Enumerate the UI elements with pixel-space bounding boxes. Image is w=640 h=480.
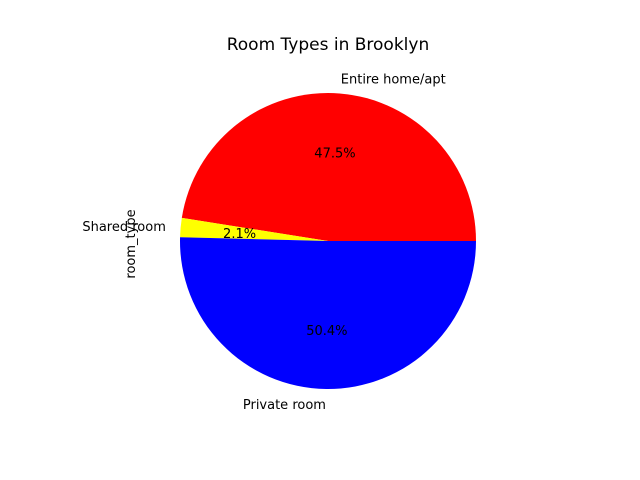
pie-slice-entire-home-apt (181, 92, 476, 242)
pct-label-shared-room: 2.1% (223, 227, 256, 242)
pie-slices (180, 92, 476, 389)
slice-label-shared-room: Shared room (82, 220, 166, 235)
pct-label-entire-home-apt: 47.5% (314, 146, 355, 161)
slice-label-private-room: Private room (243, 398, 326, 413)
pie-labels: Entire home/apt Shared room Private room… (82, 73, 445, 413)
y-axis-label: room_type (124, 209, 139, 278)
pct-label-private-room: 50.4% (306, 324, 347, 339)
pie-slice-private-room (180, 237, 476, 389)
chart-title: Room Types in Brooklyn (227, 35, 430, 55)
slice-label-entire-home-apt: Entire home/apt (341, 73, 446, 88)
pie-slice-shared-room (180, 217, 328, 241)
